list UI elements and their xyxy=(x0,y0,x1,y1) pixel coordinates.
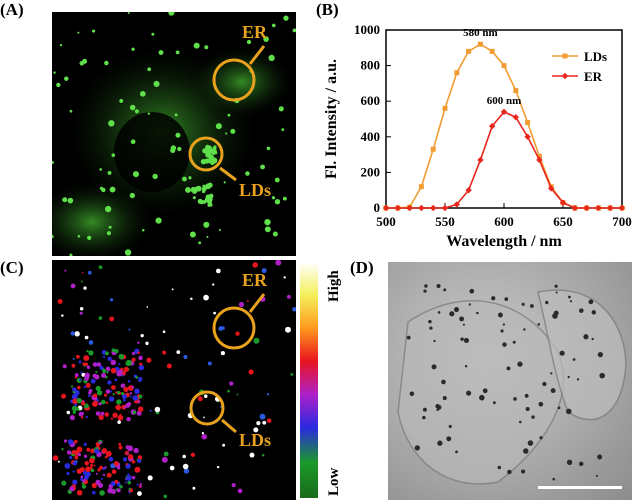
x-tick-label: 500 xyxy=(376,214,396,229)
y-tick-label: 0 xyxy=(374,200,381,215)
scale-bar xyxy=(538,486,622,489)
panel-c-er-circle xyxy=(212,306,256,350)
data-point-er xyxy=(441,204,449,212)
panel-c-lds-label: LDs xyxy=(239,430,271,450)
panel-a-er-circle xyxy=(212,58,256,102)
panel-c-label: (C) xyxy=(0,258,24,277)
peak-annotation: 600 nm xyxy=(487,95,522,107)
panel-a-fluorescence-image: ER LDs xyxy=(52,12,296,256)
data-point-er xyxy=(465,187,472,194)
peak-annotation: 580 nm xyxy=(463,27,498,39)
data-point-lds xyxy=(489,48,495,54)
panel-a-micrograph: ER LDs xyxy=(52,12,296,256)
emission-spectra-chart: 500 550 600 650 700 0 200 400 600 800 1000 580 nm 6… xyxy=(323,22,632,250)
panel-c-lds-circle xyxy=(189,390,225,426)
data-point-er xyxy=(477,156,484,164)
data-point-er xyxy=(406,204,413,212)
x-tick-label: 600 xyxy=(494,214,514,229)
colorbar-labels: High Low xyxy=(326,270,342,496)
data-point-lds xyxy=(442,105,448,111)
panel-c-er-arrow xyxy=(248,293,266,313)
y-tick-label: 1000 xyxy=(354,22,380,37)
panel-d-brightfield-image xyxy=(388,262,632,500)
data-point-er xyxy=(618,204,626,212)
data-point-er xyxy=(500,108,508,116)
panel-b-label: (B) xyxy=(316,0,339,19)
series-line-er xyxy=(386,110,622,209)
panel-c-er-label: ER xyxy=(242,270,268,290)
intensity-colorbar xyxy=(300,262,318,498)
data-point-lds xyxy=(466,48,472,54)
x-axis-label: Wavelength / nm xyxy=(446,233,562,250)
data-point-er xyxy=(524,133,531,140)
legend-label-er: ER xyxy=(584,69,603,84)
panel-c-micrograph: ER LDs xyxy=(52,260,296,500)
data-point-er xyxy=(453,201,460,208)
colorbar-high-label: High xyxy=(326,270,342,302)
y-tick-label: 600 xyxy=(361,93,381,108)
panel-c-lds-arrow xyxy=(221,418,237,434)
data-point-lds xyxy=(525,120,531,126)
data-point-er xyxy=(430,204,437,212)
data-point-er xyxy=(489,122,496,130)
panel-a-label: (A) xyxy=(0,0,24,19)
data-point-lds xyxy=(454,70,460,76)
panel-a-er-label: ER xyxy=(242,22,268,42)
panel-d-label: (D) xyxy=(350,258,374,277)
data-point-er xyxy=(418,204,425,212)
panel-a-lds-arrow xyxy=(219,166,237,182)
y-tick-label: 800 xyxy=(361,58,381,73)
colorbar-low-label: Low xyxy=(326,467,342,496)
x-tick-label: 550 xyxy=(435,214,455,229)
panel-a-er-arrow xyxy=(248,45,266,65)
data-point-er xyxy=(382,204,390,212)
data-point-lds xyxy=(513,88,519,94)
legend-label-lds: LDs xyxy=(584,49,607,64)
data-point-lds xyxy=(536,153,542,159)
data-point-er xyxy=(559,199,567,206)
data-point-lds xyxy=(430,146,436,152)
panel-a-lds-circle xyxy=(188,136,224,172)
data-point-er xyxy=(595,204,602,212)
y-tick-label: 200 xyxy=(361,164,381,179)
data-point-er xyxy=(571,204,578,212)
legend-marker-er xyxy=(561,72,569,80)
data-point-lds xyxy=(501,63,507,69)
data-point-er xyxy=(394,204,401,212)
x-tick-label: 700 xyxy=(612,214,632,229)
data-point-er xyxy=(607,204,614,212)
panel-a-lds-label: LDs xyxy=(239,180,271,200)
data-point-er xyxy=(583,204,590,212)
panel-c-lifetime-image: ER LDs xyxy=(52,260,296,499)
y-axis-label: Fl. Intensity / a.u. xyxy=(323,59,340,179)
data-point-lds xyxy=(418,184,424,190)
y-tick-label: 400 xyxy=(361,129,381,144)
data-point-lds xyxy=(477,41,483,47)
legend-marker-lds xyxy=(562,53,568,59)
x-tick-label: 650 xyxy=(553,214,573,229)
